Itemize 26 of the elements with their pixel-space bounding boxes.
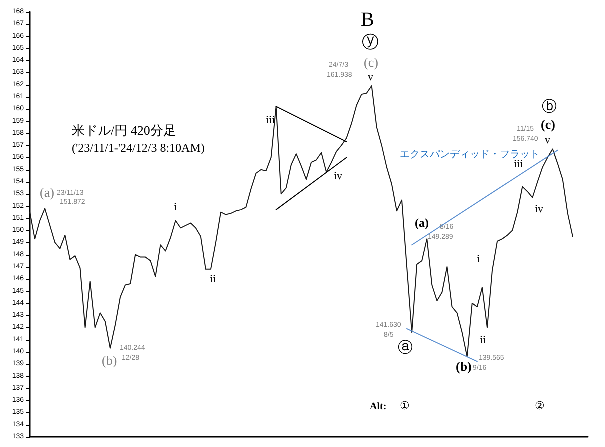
annotation: エクスパンディッド・フラット (400, 150, 540, 160)
text: ('23/11/1-'24/12/3 8:10AM) (72, 141, 205, 155)
annotation: i (477, 254, 480, 266)
annotation: (b) (456, 359, 472, 374)
annotation: ⓐ (398, 340, 413, 356)
annotation: v (545, 134, 551, 146)
annotation: ii (480, 334, 486, 346)
annotation: iv (535, 204, 544, 216)
annotation: v (368, 72, 374, 84)
annotation: ① (400, 400, 410, 412)
text: 米ドル/円 420分足 (72, 123, 176, 138)
annotation: iii (266, 114, 276, 126)
annotation: ⓑ (542, 98, 557, 116)
annotation: (a) (415, 216, 429, 230)
annotation: (b) (102, 353, 118, 368)
annotation: i (174, 202, 178, 214)
annotation: (c) (364, 55, 378, 70)
annotation: (a) (40, 185, 54, 200)
annotation: B (361, 9, 374, 31)
annotation: iv (334, 170, 344, 182)
annotation: ⓨ (362, 33, 379, 52)
annotation: Alt: (370, 402, 387, 412)
annotation: (c) (541, 117, 556, 132)
annotation: iii (514, 158, 524, 170)
annotation: ② (535, 400, 545, 412)
annotation: ii (210, 274, 216, 286)
